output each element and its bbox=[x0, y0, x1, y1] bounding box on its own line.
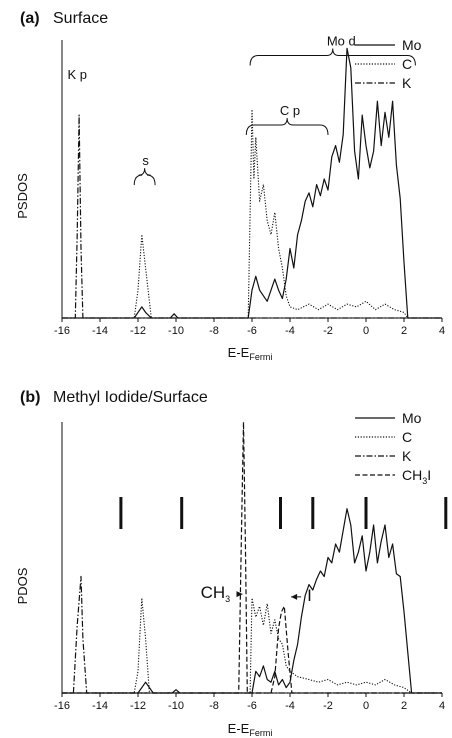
series-c-line bbox=[62, 108, 442, 319]
bracket bbox=[133, 168, 156, 186]
annotation-label: CH3 bbox=[201, 583, 231, 604]
x-tick-label-0: -2 bbox=[323, 325, 333, 337]
legend-label-c: C bbox=[402, 429, 412, 445]
x-tick-label-1: 0 bbox=[363, 700, 369, 712]
annotation-label: I bbox=[307, 586, 312, 605]
annotation-label: Mo d bbox=[327, 34, 356, 49]
legend-label-k: K bbox=[402, 448, 412, 464]
x-tick-label-1: -10 bbox=[168, 700, 184, 712]
series-c-line bbox=[62, 597, 442, 694]
x-tick-label-1: -8 bbox=[209, 700, 219, 712]
x-tick-label-1: 2 bbox=[401, 700, 407, 712]
bracket bbox=[245, 118, 329, 136]
x-tick-label-1: 4 bbox=[439, 700, 445, 712]
x-tick-label-1: -4 bbox=[285, 700, 295, 712]
x-tick-label-0: -6 bbox=[247, 325, 257, 337]
panel-a-xlabel: E-EFermi bbox=[228, 345, 273, 362]
legend-label-ch3i: CH3I bbox=[402, 467, 431, 486]
series-ch3i-line bbox=[62, 421, 442, 694]
annotation-label: s bbox=[142, 153, 149, 168]
x-tick-label-1: -14 bbox=[92, 700, 108, 712]
panel-a-label: (a) bbox=[20, 10, 40, 27]
panel-b-xlabel: E-EFermi bbox=[228, 721, 273, 738]
x-tick-label-0: 0 bbox=[363, 325, 369, 337]
x-tick-label-0: -8 bbox=[209, 325, 219, 337]
x-tick-label-0: -12 bbox=[130, 325, 146, 337]
x-tick-label-0: -4 bbox=[285, 325, 295, 337]
legend-label-c: C bbox=[402, 56, 412, 72]
legend-label-mo: Mo bbox=[402, 37, 422, 53]
legend-label-mo: Mo bbox=[402, 410, 422, 426]
x-tick-label-1: -12 bbox=[130, 700, 146, 712]
x-tick-label-0: -14 bbox=[92, 325, 108, 337]
legend-label-k: K bbox=[402, 75, 412, 91]
x-tick-label-0: 4 bbox=[439, 325, 445, 337]
panel-a-ylabel: PSDOS bbox=[15, 173, 30, 219]
x-tick-label-0: -10 bbox=[168, 325, 184, 337]
bracket bbox=[249, 48, 416, 66]
panel-b-legend: Mo CK CH3I bbox=[355, 410, 431, 486]
x-tick-label-0: 2 bbox=[401, 325, 407, 337]
panel-b: (b) Methyl Iodide/Surface PDOS E-EFermi … bbox=[15, 389, 448, 738]
annotation-label: C p bbox=[280, 103, 300, 118]
series-k-line bbox=[62, 575, 442, 694]
arrow-head bbox=[236, 591, 243, 598]
panel-a-title: Surface bbox=[53, 10, 108, 27]
panel-b-label: (b) bbox=[20, 389, 40, 406]
series-k-line bbox=[62, 114, 442, 319]
annotation-label: K p bbox=[67, 67, 87, 82]
x-tick-label-0: -16 bbox=[54, 325, 70, 337]
panel-a-plot: -16 -14 -12 -10 -8 -6 -4 -2 0 2 4 K p s C p Mo d bbox=[54, 34, 445, 337]
series-mo-line bbox=[62, 508, 442, 694]
arrow-head bbox=[291, 593, 298, 600]
panel-a-legend: Mo CK bbox=[355, 37, 422, 91]
panel-b-title: Methyl Iodide/Surface bbox=[53, 389, 208, 406]
x-tick-label-1: -16 bbox=[54, 700, 70, 712]
x-tick-label-1: -2 bbox=[323, 700, 333, 712]
x-tick-label-1: -6 bbox=[247, 700, 257, 712]
series-mo-line bbox=[62, 47, 442, 319]
panel-b-ylabel: PDOS bbox=[15, 567, 30, 604]
